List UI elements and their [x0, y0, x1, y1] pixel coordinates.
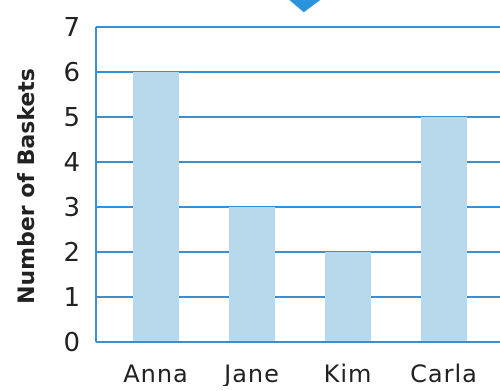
- bar-jane: [229, 207, 275, 342]
- bars: [133, 72, 467, 342]
- bar-kim: [325, 252, 371, 342]
- bar-anna: [133, 72, 179, 342]
- y-tick-label: 6: [63, 58, 80, 88]
- y-tick-label: 7: [63, 13, 80, 43]
- plot-frame: [95, 27, 500, 343]
- y-tick-labels: 0 1 2 3 4 5 6 7: [63, 13, 80, 358]
- x-category-label: Anna: [123, 360, 189, 386]
- y-tick-label: 3: [63, 193, 80, 223]
- x-category-label: Jane: [222, 360, 280, 386]
- bar-carla: [421, 117, 467, 342]
- y-axis-title: Number of Baskets: [15, 68, 40, 304]
- y-tick-label: 0: [63, 328, 80, 358]
- y-tick-label: 1: [63, 283, 80, 313]
- y-tick-label: 2: [63, 238, 80, 268]
- cropped-title-fragment: [289, 0, 321, 13]
- y-tick-label: 5: [63, 103, 80, 133]
- x-category-labels: Anna Jane Kim Carla: [123, 360, 478, 388]
- y-tick-label: 4: [63, 148, 80, 178]
- x-category-label: Kim: [324, 360, 373, 386]
- x-category-label: Carla: [410, 360, 478, 386]
